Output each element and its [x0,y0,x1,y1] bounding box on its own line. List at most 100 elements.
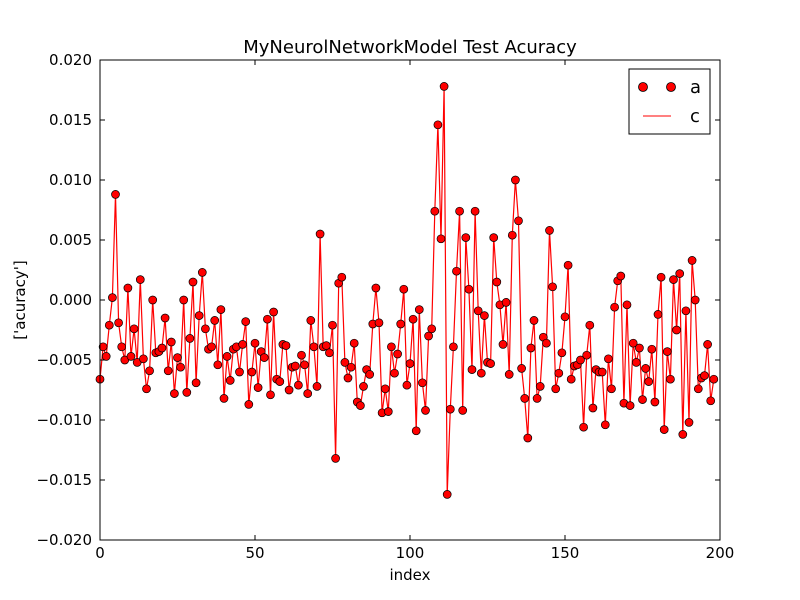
data-point [681,306,691,316]
data-point [197,268,207,277]
data-point [517,364,526,373]
data-point [135,275,145,284]
data-point [163,366,173,376]
legend: a c [628,68,711,135]
data-point [129,324,139,334]
data-point [672,325,681,335]
data-point [554,368,564,378]
y-tick-label: −0.010 [36,411,92,429]
data-point [235,367,244,377]
legend-label-a: a [690,77,701,98]
data-point [216,305,226,314]
x-tick-label: 0 [95,544,105,562]
x-tick-label: 150 [551,544,580,562]
data-point [585,320,595,330]
data-point [504,370,514,379]
data-point [213,360,223,370]
data-point [191,378,201,388]
y-tick-label: 0.015 [49,111,92,129]
data-point [247,367,257,377]
data-point [396,319,406,329]
data-point [464,284,474,294]
data-point [222,352,232,361]
data-point [635,343,644,353]
data-point [678,430,688,439]
data-point [399,284,409,294]
data-point [188,277,198,287]
data-point [346,362,356,372]
y-tick-label: 0.010 [49,171,92,189]
data-point [250,338,260,348]
data-point [424,331,433,341]
data-point [294,380,303,390]
data-point [616,271,626,281]
data-point [659,425,669,434]
data-point [548,282,557,292]
data-point [709,374,719,384]
data-point [631,358,641,367]
legend-box [628,68,711,135]
data-point [526,343,536,353]
data-point [430,206,440,216]
y-tick-label: 0.005 [49,231,92,249]
data-point [421,406,430,415]
data-point [182,388,192,397]
data-point [579,422,588,432]
data-point [263,314,272,324]
data-point [545,226,554,235]
data-point [194,311,204,320]
data-point [325,348,334,358]
data-point [470,206,480,216]
data-point [542,338,551,348]
data-point [600,420,610,430]
data-point [297,350,306,360]
data-point [607,384,616,394]
data-point [551,384,561,394]
y-axis-label: ['acuracy'] [11,260,29,339]
data-point [393,349,402,359]
legend-marker-a-1 [638,82,648,92]
data-point [449,342,458,352]
data-point [284,385,294,395]
data-point [604,354,613,364]
data-point [253,383,263,392]
data-point [331,454,340,463]
data-point [387,342,396,352]
data-point [563,260,573,270]
y-tick-label: 0.000 [49,291,92,309]
data-point [650,397,660,407]
data-point [185,334,195,343]
data-point [520,394,530,403]
data-point [439,82,449,91]
data-point [498,340,508,349]
data-point [529,316,539,325]
data-point [139,354,148,364]
data-point [436,234,446,244]
data-point [514,216,523,226]
data-point [126,352,136,361]
data-point [703,340,712,349]
data-point [628,338,638,348]
data-point [507,230,517,240]
data-point [566,374,576,384]
data-point [306,316,316,325]
data-point [532,394,542,403]
data-point [244,400,254,409]
data-point [433,120,443,130]
data-point [145,366,154,376]
data-point [666,374,675,384]
legend-marker-a-2 [666,82,676,92]
data-point [179,295,189,305]
data-point [588,403,598,413]
data-point [452,266,461,276]
x-tick-label: 100 [396,544,425,562]
data-point [275,377,285,386]
data-point [653,310,663,319]
data-point [238,340,247,349]
data-point [281,341,291,350]
data-point [349,338,359,348]
data-point [411,426,421,436]
data-point [690,295,700,305]
data-point [108,293,117,302]
data-point [418,378,427,388]
